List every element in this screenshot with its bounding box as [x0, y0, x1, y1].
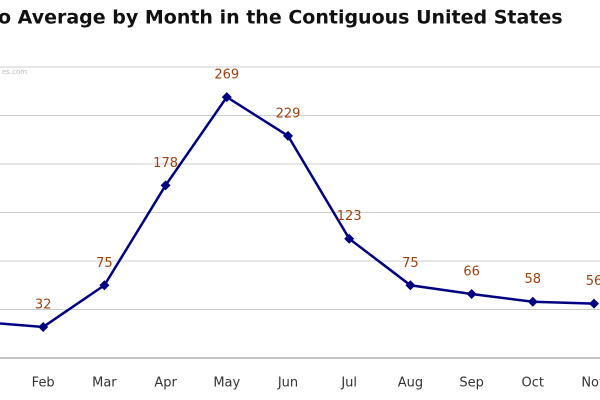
marker: [38, 321, 49, 332]
value-label: 56: [586, 274, 600, 289]
marker: [589, 298, 599, 309]
x-tick-label: May: [213, 376, 240, 391]
marker: [405, 280, 416, 291]
marker: [527, 296, 538, 307]
value-label: 32: [35, 297, 52, 312]
watermark: es.com: [2, 68, 27, 76]
marker: [283, 130, 293, 141]
value-label: 58: [525, 272, 542, 287]
x-tick-label: Nov: [581, 376, 600, 391]
x-tick-label: Mar: [92, 376, 117, 391]
value-label: 75: [402, 256, 419, 271]
x-tick-label: Jul: [340, 376, 357, 391]
marker: [466, 288, 477, 299]
value-label: 123: [337, 209, 362, 224]
x-tick-label: Apr: [154, 376, 177, 391]
x-tick-label: Sep: [459, 376, 484, 391]
marker: [221, 92, 232, 103]
x-tick-label: Feb: [32, 376, 55, 391]
x-tick-label: Aug: [398, 376, 423, 391]
value-label: 269: [214, 68, 239, 83]
marker: [99, 280, 110, 291]
value-label: 229: [276, 106, 301, 121]
marker: [160, 180, 171, 191]
x-tick-label: Oct: [522, 376, 544, 391]
x-tick-label: Jun: [277, 376, 298, 391]
value-label: 178: [153, 156, 178, 171]
chart-title: o Average by Month in the Contiguous Uni…: [0, 7, 563, 29]
value-label: 75: [96, 256, 113, 271]
value-label: 66: [463, 264, 480, 279]
marker: [344, 233, 355, 244]
